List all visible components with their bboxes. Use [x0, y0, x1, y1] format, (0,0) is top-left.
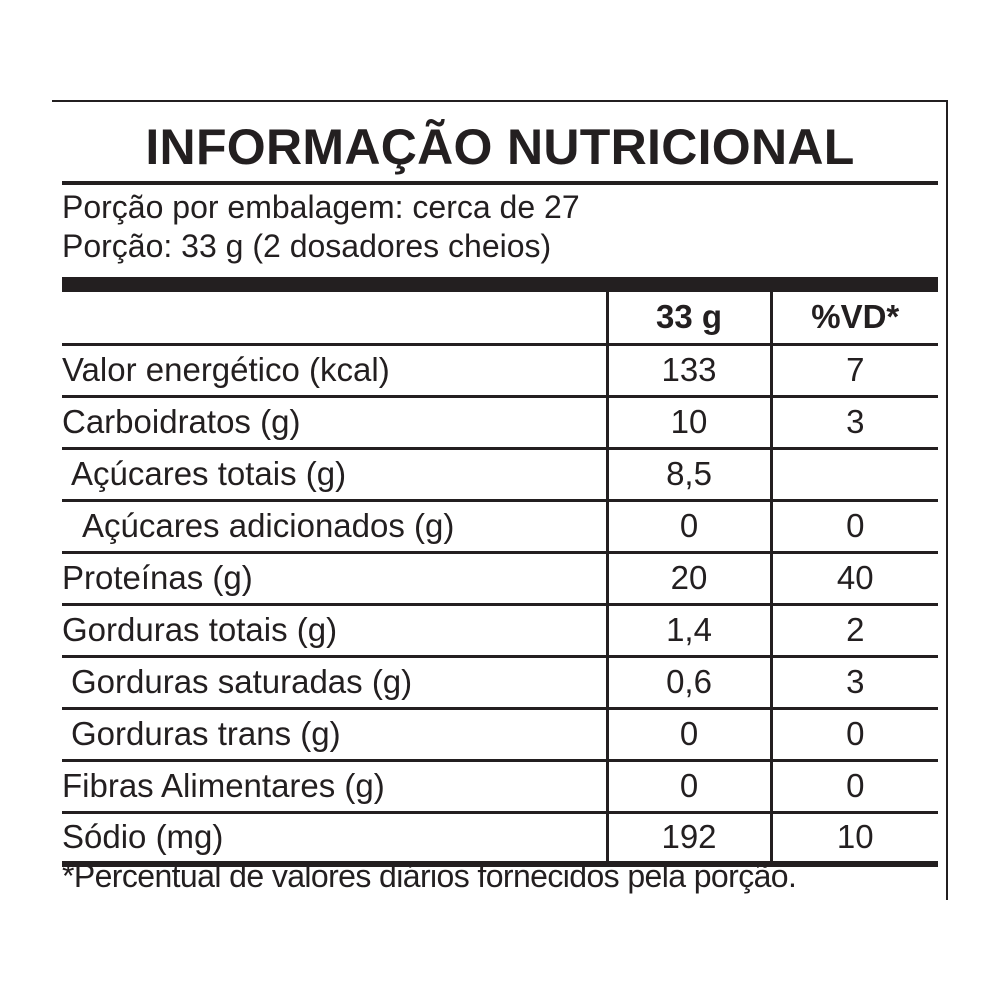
nutrient-name: Gorduras totais (g) — [62, 604, 607, 658]
nutrient-name: Açúcares adicionados (g) — [62, 500, 607, 554]
nutrient-amount: 0,6 — [605, 656, 773, 710]
nutrient-amount: 8,5 — [605, 448, 773, 502]
header-daily-value: %VD* — [771, 292, 938, 346]
nutrient-name: Proteínas (g) — [62, 552, 607, 606]
nutrient-dv: 0 — [771, 708, 938, 762]
table-row: Proteínas (g) 20 40 — [62, 552, 938, 606]
right-border — [946, 100, 948, 900]
table-row: Gorduras saturadas (g) 0,6 3 — [62, 656, 938, 710]
nutrient-amount: 0 — [605, 708, 773, 762]
table-row: Sódio (mg) 192 10 — [62, 812, 938, 867]
nutrient-dv: 10 — [771, 812, 938, 867]
nutrient-amount: 20 — [605, 552, 773, 606]
table-row: Carboidratos (g) 10 3 — [62, 396, 938, 450]
header-thick-divider — [62, 277, 938, 292]
nutrient-amount: 10 — [605, 396, 773, 450]
nutrient-amount: 133 — [605, 344, 773, 398]
nutrient-name: Fibras Alimentares (g) — [62, 760, 607, 814]
nutrition-table: 33 g %VD* Valor energético (kcal) 133 7 … — [62, 292, 938, 867]
nutrient-dv: 0 — [771, 760, 938, 814]
title-divider — [62, 181, 938, 185]
nutrient-dv: 3 — [771, 396, 938, 450]
table-row: Valor energético (kcal) 133 7 — [62, 344, 938, 398]
table-row: Gorduras trans (g) 0 0 — [62, 708, 938, 762]
daily-value-footnote: *Percentual de valores diários fornecido… — [62, 858, 797, 894]
table-row: Açúcares totais (g) 8,5 — [62, 448, 938, 502]
nutrient-name: Valor energético (kcal) — [62, 344, 607, 398]
nutrient-name: Açúcares totais (g) — [62, 448, 607, 502]
nutrient-amount: 1,4 — [605, 604, 773, 658]
nutrient-amount: 0 — [605, 500, 773, 554]
header-nutrient — [62, 292, 607, 346]
table-header-row: 33 g %VD* — [62, 292, 938, 346]
nutrient-name: Carboidratos (g) — [62, 396, 607, 450]
table-row: Fibras Alimentares (g) 0 0 — [62, 760, 938, 814]
table-row: Gorduras totais (g) 1,4 2 — [62, 604, 938, 658]
nutrient-amount: 0 — [605, 760, 773, 814]
serving-size: Porção: 33 g (2 dosadores cheios) — [62, 228, 552, 264]
nutrient-dv: 2 — [771, 604, 938, 658]
header-amount: 33 g — [605, 292, 773, 346]
nutrient-name: Sódio (mg) — [62, 812, 607, 867]
table-row: Açúcares adicionados (g) 0 0 — [62, 500, 938, 554]
nutrition-facts-label: INFORMAÇÃO NUTRICIONAL Porção por embala… — [52, 100, 948, 900]
nutrient-name: Gorduras trans (g) — [62, 708, 607, 762]
nutrient-dv: 7 — [771, 344, 938, 398]
nutrient-amount: 192 — [605, 812, 773, 867]
top-border — [52, 100, 948, 102]
nutrient-dv: 3 — [771, 656, 938, 710]
nutrient-dv: 0 — [771, 500, 938, 554]
label-title: INFORMAÇÃO NUTRICIONAL — [145, 119, 855, 175]
nutrient-dv: 40 — [771, 552, 938, 606]
nutrient-name: Gorduras saturadas (g) — [62, 656, 607, 710]
servings-per-package: Porção por embalagem: cerca de 27 — [62, 189, 580, 225]
nutrient-dv — [771, 448, 938, 502]
